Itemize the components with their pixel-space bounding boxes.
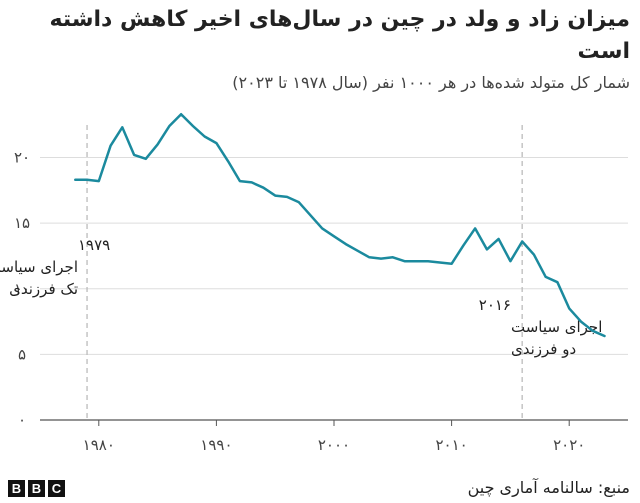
annotation-text: دو فرزندی: [511, 340, 576, 358]
x-tick-label: ۱۹۹۰: [200, 436, 232, 454]
logo-letter: B: [8, 480, 25, 497]
y-axis-ticks: ۲۰ ۱۵ ۱۰ ۵ ۰: [14, 149, 30, 430]
chart-title: میزان زاد و ولد در چین در سال‌های اخیر ک…: [49, 7, 630, 64]
bbc-logo: B B C: [8, 480, 65, 497]
x-tick-label: ۱۹۸۰: [83, 436, 115, 454]
x-tick-label: ۲۰۰۰: [318, 436, 350, 454]
annotation-year: ۱۹۷۹: [78, 236, 110, 254]
annotation-year: ۲۰۱۶: [479, 296, 511, 314]
x-tick-label: ۲۰۱۰: [435, 436, 467, 454]
x-axis-ticks: ۱۹۸۰ ۱۹۹۰ ۲۰۰۰ ۲۰۱۰ ۲۰۲۰: [83, 420, 585, 454]
y-tick-label: ۵: [18, 345, 26, 363]
logo-letter: B: [28, 480, 45, 497]
y-tick-label: ۱۵: [14, 214, 30, 232]
y-tick-label: ۲۰: [14, 149, 30, 167]
annotation-text: اجرای سیاست: [0, 258, 78, 276]
chart-subtitle: شمار کل متولد شده‌ها در هر ۱۰۰۰ نفر (سال…: [232, 73, 630, 92]
y-tick-label: ۰: [18, 411, 26, 429]
logo-letter: C: [48, 480, 65, 497]
annotation-text: تک فرزندی: [9, 280, 78, 298]
x-tick-label: ۲۰۲۰: [553, 436, 585, 454]
source-note: منبع: سالنامه آماری چین: [467, 478, 630, 497]
birth-rate-line: [74, 112, 606, 338]
grid-lines: [40, 157, 628, 421]
y-tick-label: ۱۰: [14, 280, 30, 298]
annotation-text: اجرای سیاست: [511, 318, 602, 336]
